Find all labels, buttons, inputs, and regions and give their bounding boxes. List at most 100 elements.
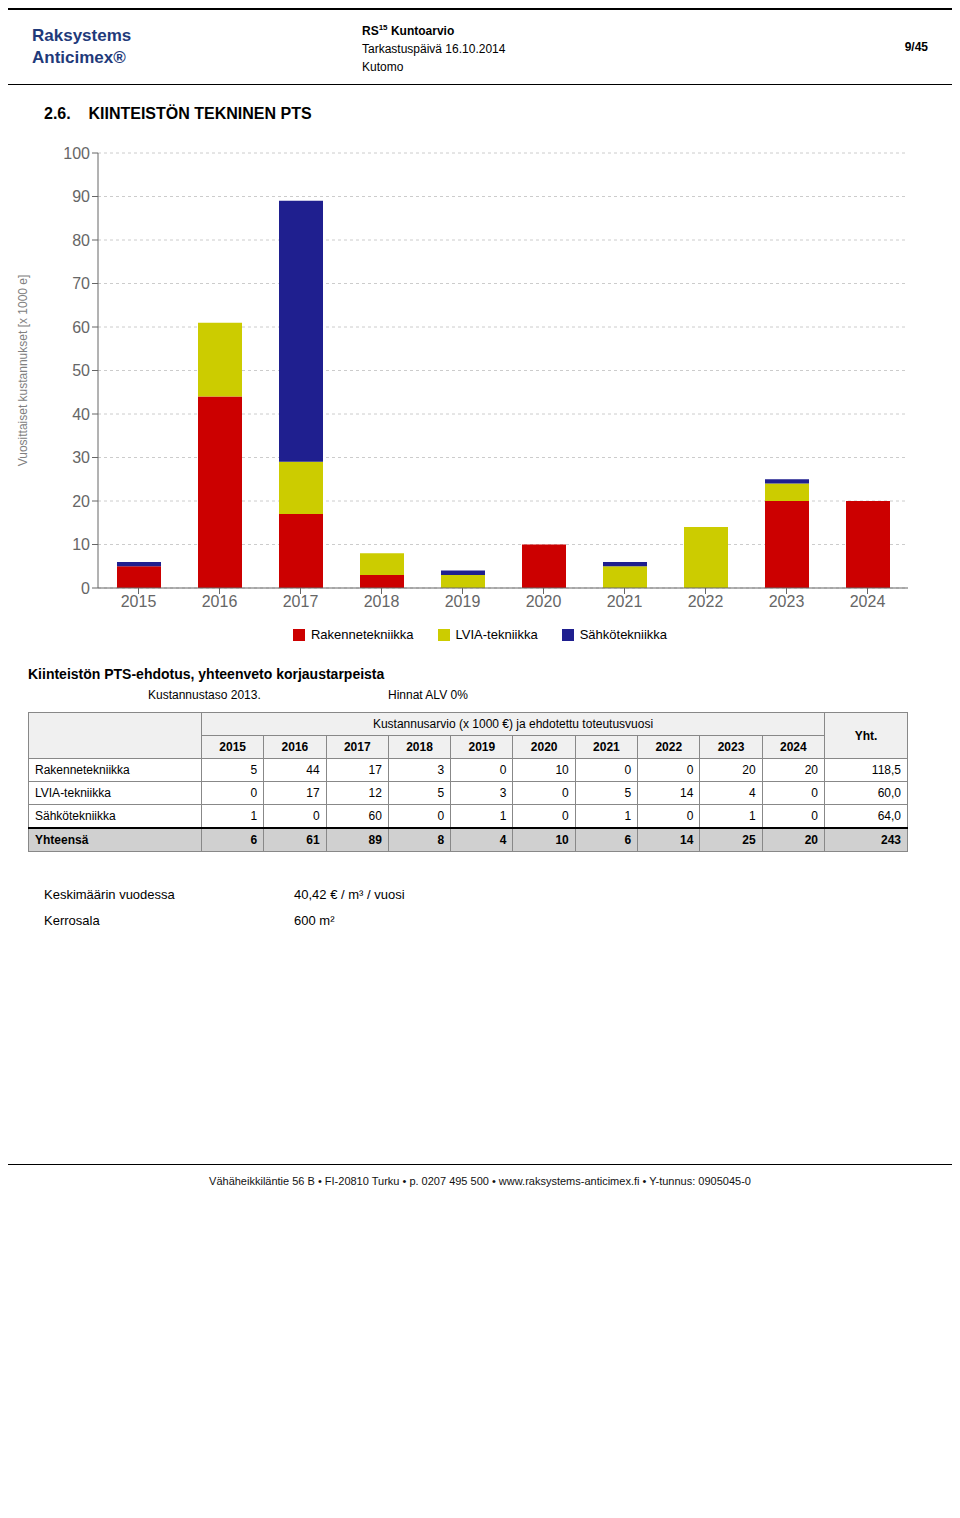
html-text:2.6. KIINTEISTÖN TEKNINEN PTS: 2.6. KIINTEISTÖN TEKNINEN PTS xyxy=(44,105,312,122)
svg-text:50: 50 xyxy=(72,362,90,379)
html-text:Hinnat ALV 0%: Hinnat ALV 0% xyxy=(388,688,468,702)
svg-text:2019: 2019 xyxy=(445,593,481,610)
html-text:1: 1 xyxy=(250,809,258,823)
html-text:Tarkastuspäivä 16.10.2014: Tarkastuspäivä 16.10.2014 xyxy=(362,41,506,56)
svg-text:2020: 2020 xyxy=(526,593,562,610)
html-text:60,0: 60,0 xyxy=(877,786,901,800)
html-text:LVIA-tekniikka: LVIA-tekniikka xyxy=(35,786,111,800)
svg-text:100: 100 xyxy=(63,145,90,162)
svg-text:20: 20 xyxy=(72,493,90,510)
html-text:14: 14 xyxy=(680,833,694,847)
html-text:64,0: 64,0 xyxy=(877,809,901,823)
html-text:3: 3 xyxy=(437,763,445,777)
svg-text:0: 0 xyxy=(81,580,90,597)
html-text:Keskimäärin vuodessa: Keskimäärin vuodessa xyxy=(44,887,175,902)
html-text:20: 20 xyxy=(804,833,818,847)
html-text:5: 5 xyxy=(250,763,258,777)
html-text:2021: 2021 xyxy=(593,740,620,754)
html-text:Kustannusarvio (x 1000 €) ja e: Kustannusarvio (x 1000 €) ja ehdotettu t… xyxy=(372,717,654,731)
html-text:17: 17 xyxy=(368,763,382,777)
html-text:6: 6 xyxy=(250,833,258,847)
svg-text:30: 30 xyxy=(72,449,90,466)
html-text:6: 6 xyxy=(624,833,632,847)
html-text:Sähkötekniikka: Sähkötekniikka xyxy=(35,809,116,823)
html-text:RS15Kuntoarvio: RS15Kuntoarvio xyxy=(362,22,455,38)
html-text:2016: 2016 xyxy=(281,740,309,754)
html-text:0: 0 xyxy=(624,763,632,777)
html-text:12: 12 xyxy=(368,786,382,800)
svg-text:80: 80 xyxy=(72,232,90,249)
html-text:Kutomo: Kutomo xyxy=(362,59,404,74)
svg-text:10: 10 xyxy=(72,536,90,553)
svg-text:2015: 2015 xyxy=(121,593,157,610)
html-text:Kerrosala: Kerrosala xyxy=(44,913,100,928)
html-text:4: 4 xyxy=(499,833,507,847)
html-text:Kustannustaso 2013.: Kustannustaso 2013. xyxy=(148,688,261,702)
svg-text:2018: 2018 xyxy=(364,593,400,610)
html-text:20: 20 xyxy=(804,763,818,777)
svg-text:2024: 2024 xyxy=(850,593,886,610)
html-text:0: 0 xyxy=(811,809,818,823)
html-text:44: 44 xyxy=(306,763,320,777)
html-text:2017: 2017 xyxy=(343,740,371,754)
html-text:60: 60 xyxy=(368,809,382,823)
html-text:9/45: 9/45 xyxy=(904,40,928,54)
html-text:14: 14 xyxy=(680,786,694,800)
html-text:Rakennetekniikka: Rakennetekniikka xyxy=(35,763,130,777)
html-text:3: 3 xyxy=(499,786,507,800)
html-text:Yhteensä: Yhteensä xyxy=(35,833,89,847)
html-text:118,5: 118,5 xyxy=(871,763,901,777)
html-text:1: 1 xyxy=(624,809,632,823)
html-text:LVIA-tekniikka: LVIA-tekniikka xyxy=(455,627,538,642)
html-text:Sähkötekniikka: Sähkötekniikka xyxy=(579,627,668,642)
html-text:2023: 2023 xyxy=(717,740,745,754)
svg-text:2021: 2021 xyxy=(607,593,643,610)
html-text:0: 0 xyxy=(312,809,320,823)
svg-text:70: 70 xyxy=(72,275,90,292)
html-text:5: 5 xyxy=(624,786,632,800)
html-text:1: 1 xyxy=(749,809,756,823)
html-text:Yht.: Yht. xyxy=(854,728,878,743)
html-text:243: 243 xyxy=(881,833,901,847)
html-text:0: 0 xyxy=(250,786,258,800)
html-text:0: 0 xyxy=(562,809,569,823)
html-text:2015: 2015 xyxy=(219,740,246,754)
svg-text:Vuosittaiset kustannukset [x 1: Vuosittaiset kustannukset [x 1000 e] xyxy=(16,275,30,467)
html-text:Vähäheikkiläntie 56 B • FI-208: Vähäheikkiläntie 56 B • FI-20810 Turku •… xyxy=(209,1175,751,1187)
html-text:10: 10 xyxy=(555,833,569,847)
html-text:Anticimex®: Anticimex® xyxy=(32,48,126,67)
html-text:89: 89 xyxy=(368,833,382,847)
svg-text:90: 90 xyxy=(72,188,90,205)
html-text:Kiinteistön PTS-ehdotus, yhtee: Kiinteistön PTS-ehdotus, yhteenveto korj… xyxy=(28,666,385,682)
html-text:17: 17 xyxy=(306,786,320,800)
svg-text:2022: 2022 xyxy=(688,593,724,610)
html-text:0: 0 xyxy=(562,786,569,800)
html-text:0: 0 xyxy=(686,763,694,777)
html-text:2018: 2018 xyxy=(406,740,433,754)
html-text:25: 25 xyxy=(742,833,756,847)
svg-text:2016: 2016 xyxy=(202,593,238,610)
html-text:40,42 € / m³ / vuosi: 40,42 € / m³ / vuosi xyxy=(294,887,405,902)
html-text:Rakennetekniikka: Rakennetekniikka xyxy=(310,627,414,642)
html-text:2022: 2022 xyxy=(655,740,683,754)
html-text:5: 5 xyxy=(437,786,445,800)
svg-text:2023: 2023 xyxy=(769,593,805,610)
html-text:0: 0 xyxy=(499,763,507,777)
html-text:2020: 2020 xyxy=(530,740,558,754)
html-text:0: 0 xyxy=(811,786,818,800)
html-text:61: 61 xyxy=(306,833,320,847)
html-text:0: 0 xyxy=(437,809,445,823)
html-text:4: 4 xyxy=(749,786,756,800)
html-text:2024: 2024 xyxy=(780,740,807,754)
html-text:20: 20 xyxy=(742,763,756,777)
html-text:600 m²: 600 m² xyxy=(294,913,335,928)
html-text:2019: 2019 xyxy=(468,740,496,754)
html-text:Raksystems: Raksystems xyxy=(32,26,132,45)
html-text:0: 0 xyxy=(686,809,694,823)
html-text:8: 8 xyxy=(437,833,445,847)
svg-text:40: 40 xyxy=(72,406,90,423)
svg-text:60: 60 xyxy=(72,319,90,336)
html-text:1: 1 xyxy=(499,809,507,823)
html-text:10: 10 xyxy=(555,763,569,777)
svg-text:2017: 2017 xyxy=(283,593,319,610)
